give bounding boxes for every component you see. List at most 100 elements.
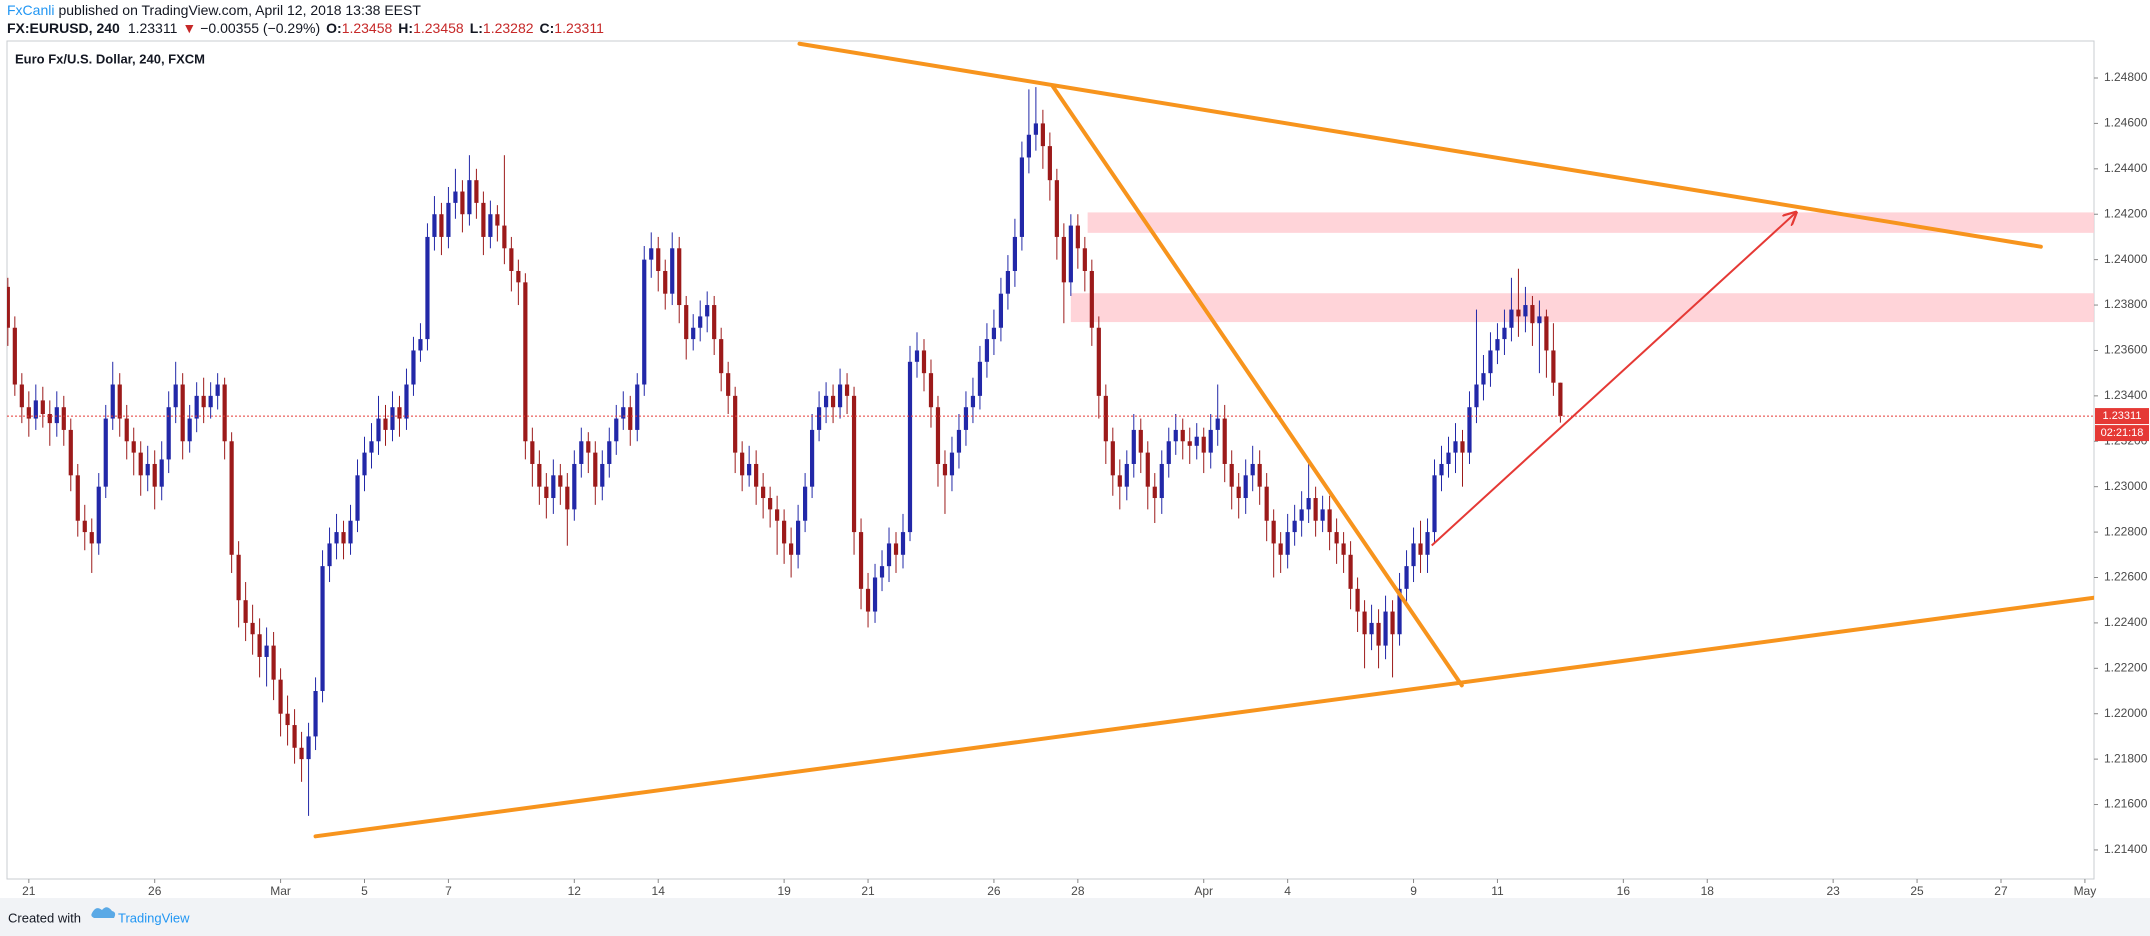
candle-body — [593, 452, 598, 487]
resistance-zone — [1087, 212, 2094, 233]
candle-body — [215, 384, 220, 396]
candle-body — [809, 429, 815, 487]
candle-body — [1390, 611, 1395, 635]
candle-body — [1243, 475, 1248, 499]
candle-body — [33, 400, 38, 419]
candle-body — [1411, 543, 1416, 567]
candle-body — [341, 532, 346, 544]
candle-body — [481, 202, 486, 237]
y-tick-label: 1.22000 — [2104, 706, 2148, 720]
created-with: Created with — [8, 910, 81, 925]
candle-body — [1215, 418, 1220, 430]
candle-body — [956, 429, 962, 453]
author[interactable]: FxCanli — [7, 2, 54, 18]
candle-body — [1250, 463, 1255, 476]
candle-body — [635, 384, 640, 430]
candle-body — [271, 645, 276, 680]
candle-body — [872, 577, 878, 612]
candle-body — [138, 452, 143, 476]
candle-body — [844, 384, 850, 396]
y-tick-label: 1.24600 — [2104, 116, 2148, 130]
change: −0.00355 (−0.29%) — [200, 20, 320, 36]
candle-body — [1523, 305, 1528, 317]
candle-body — [117, 384, 122, 419]
candle-body — [1285, 532, 1290, 555]
candle-body — [1054, 180, 1059, 237]
candle-body — [642, 259, 647, 385]
x-tick-label: 14 — [652, 884, 666, 898]
x-tick-label: 28 — [1071, 884, 1085, 898]
candle-body — [1166, 441, 1171, 464]
y-tick-label: 1.22600 — [2104, 570, 2148, 584]
candle-body — [348, 520, 353, 544]
publish-line: FxCanli published on TradingView.com, Apr… — [7, 2, 421, 18]
candle-body — [789, 543, 794, 555]
candle-body — [1474, 384, 1479, 408]
x-tick-label: 19 — [777, 884, 791, 898]
candle-body — [942, 463, 948, 476]
candle-body — [1558, 382, 1563, 417]
y-tick-label: 1.24400 — [2104, 161, 2148, 175]
candle-body — [502, 225, 507, 249]
candle-body — [1278, 543, 1283, 555]
candle-body — [355, 475, 360, 521]
candle-body — [1320, 509, 1325, 521]
candle-body — [180, 384, 185, 442]
brand[interactable]: TradingView — [118, 910, 190, 925]
candle-body — [1397, 588, 1402, 635]
candle-body — [397, 407, 402, 419]
x-tick-label: May — [2074, 884, 2097, 898]
candle-body — [1257, 463, 1262, 487]
x-tick-label: 25 — [1910, 884, 1924, 898]
y-tick-label: 1.22400 — [2104, 615, 2148, 629]
candle-body — [124, 418, 129, 442]
candle-body — [1341, 543, 1346, 555]
candle-body — [96, 486, 101, 544]
x-tick-label: 26 — [148, 884, 162, 898]
candle-body — [586, 441, 591, 453]
x-tick-label: Apr — [1194, 884, 1213, 898]
candle-body — [530, 441, 535, 464]
candle-body — [1299, 509, 1304, 521]
candle-body — [775, 509, 780, 521]
candle-body — [327, 543, 332, 567]
candle-body — [201, 395, 206, 408]
published: published on TradingView.com, April 12, … — [58, 2, 421, 18]
x-tick-label: 23 — [1826, 884, 1840, 898]
last-price: 1.23311 — [128, 20, 178, 36]
candle-body — [1124, 463, 1129, 487]
y-tick-label: 1.23400 — [2104, 388, 2148, 402]
candle-body — [1019, 157, 1024, 237]
candle-body — [691, 327, 696, 340]
ohlc-label: L: — [470, 20, 483, 36]
candle-body — [1271, 520, 1276, 544]
candle-body — [26, 407, 31, 419]
candle-body — [474, 180, 479, 203]
price-label-bg — [2095, 408, 2149, 425]
candle-body — [1187, 441, 1192, 446]
candle-body — [1012, 236, 1018, 271]
countdown: 02:21:18 — [2101, 427, 2144, 439]
candle-body — [558, 475, 563, 487]
candle-body — [663, 270, 668, 294]
candle-body — [1383, 611, 1388, 646]
candle-body — [886, 543, 892, 567]
ohlc-value: 1.23311 — [554, 20, 604, 36]
candle-body — [914, 350, 920, 362]
projection-arrow — [1431, 212, 1796, 547]
candle-body — [1502, 327, 1507, 340]
candle-body — [816, 407, 822, 430]
candle-body — [1075, 225, 1080, 249]
x-tick-label: 5 — [361, 884, 368, 898]
candle-body — [754, 463, 759, 487]
candle-body — [1488, 350, 1493, 374]
candle-body — [103, 418, 108, 487]
y-tick-label: 1.21800 — [2104, 751, 2148, 765]
candle-body — [991, 327, 997, 340]
candle-body — [1439, 463, 1444, 476]
candle-body — [1460, 441, 1465, 453]
candle-body — [607, 441, 612, 464]
candle-body — [152, 463, 157, 487]
candle-body — [1047, 146, 1052, 181]
axes: 1.21400 1.21600 1.21800 1.22000 1.22200 1.224… — [22, 70, 2149, 898]
